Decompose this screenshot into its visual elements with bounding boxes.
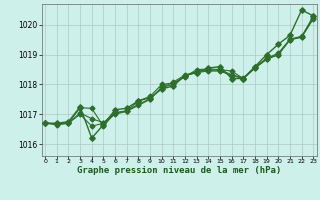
X-axis label: Graphe pression niveau de la mer (hPa): Graphe pression niveau de la mer (hPa) [77,166,281,175]
